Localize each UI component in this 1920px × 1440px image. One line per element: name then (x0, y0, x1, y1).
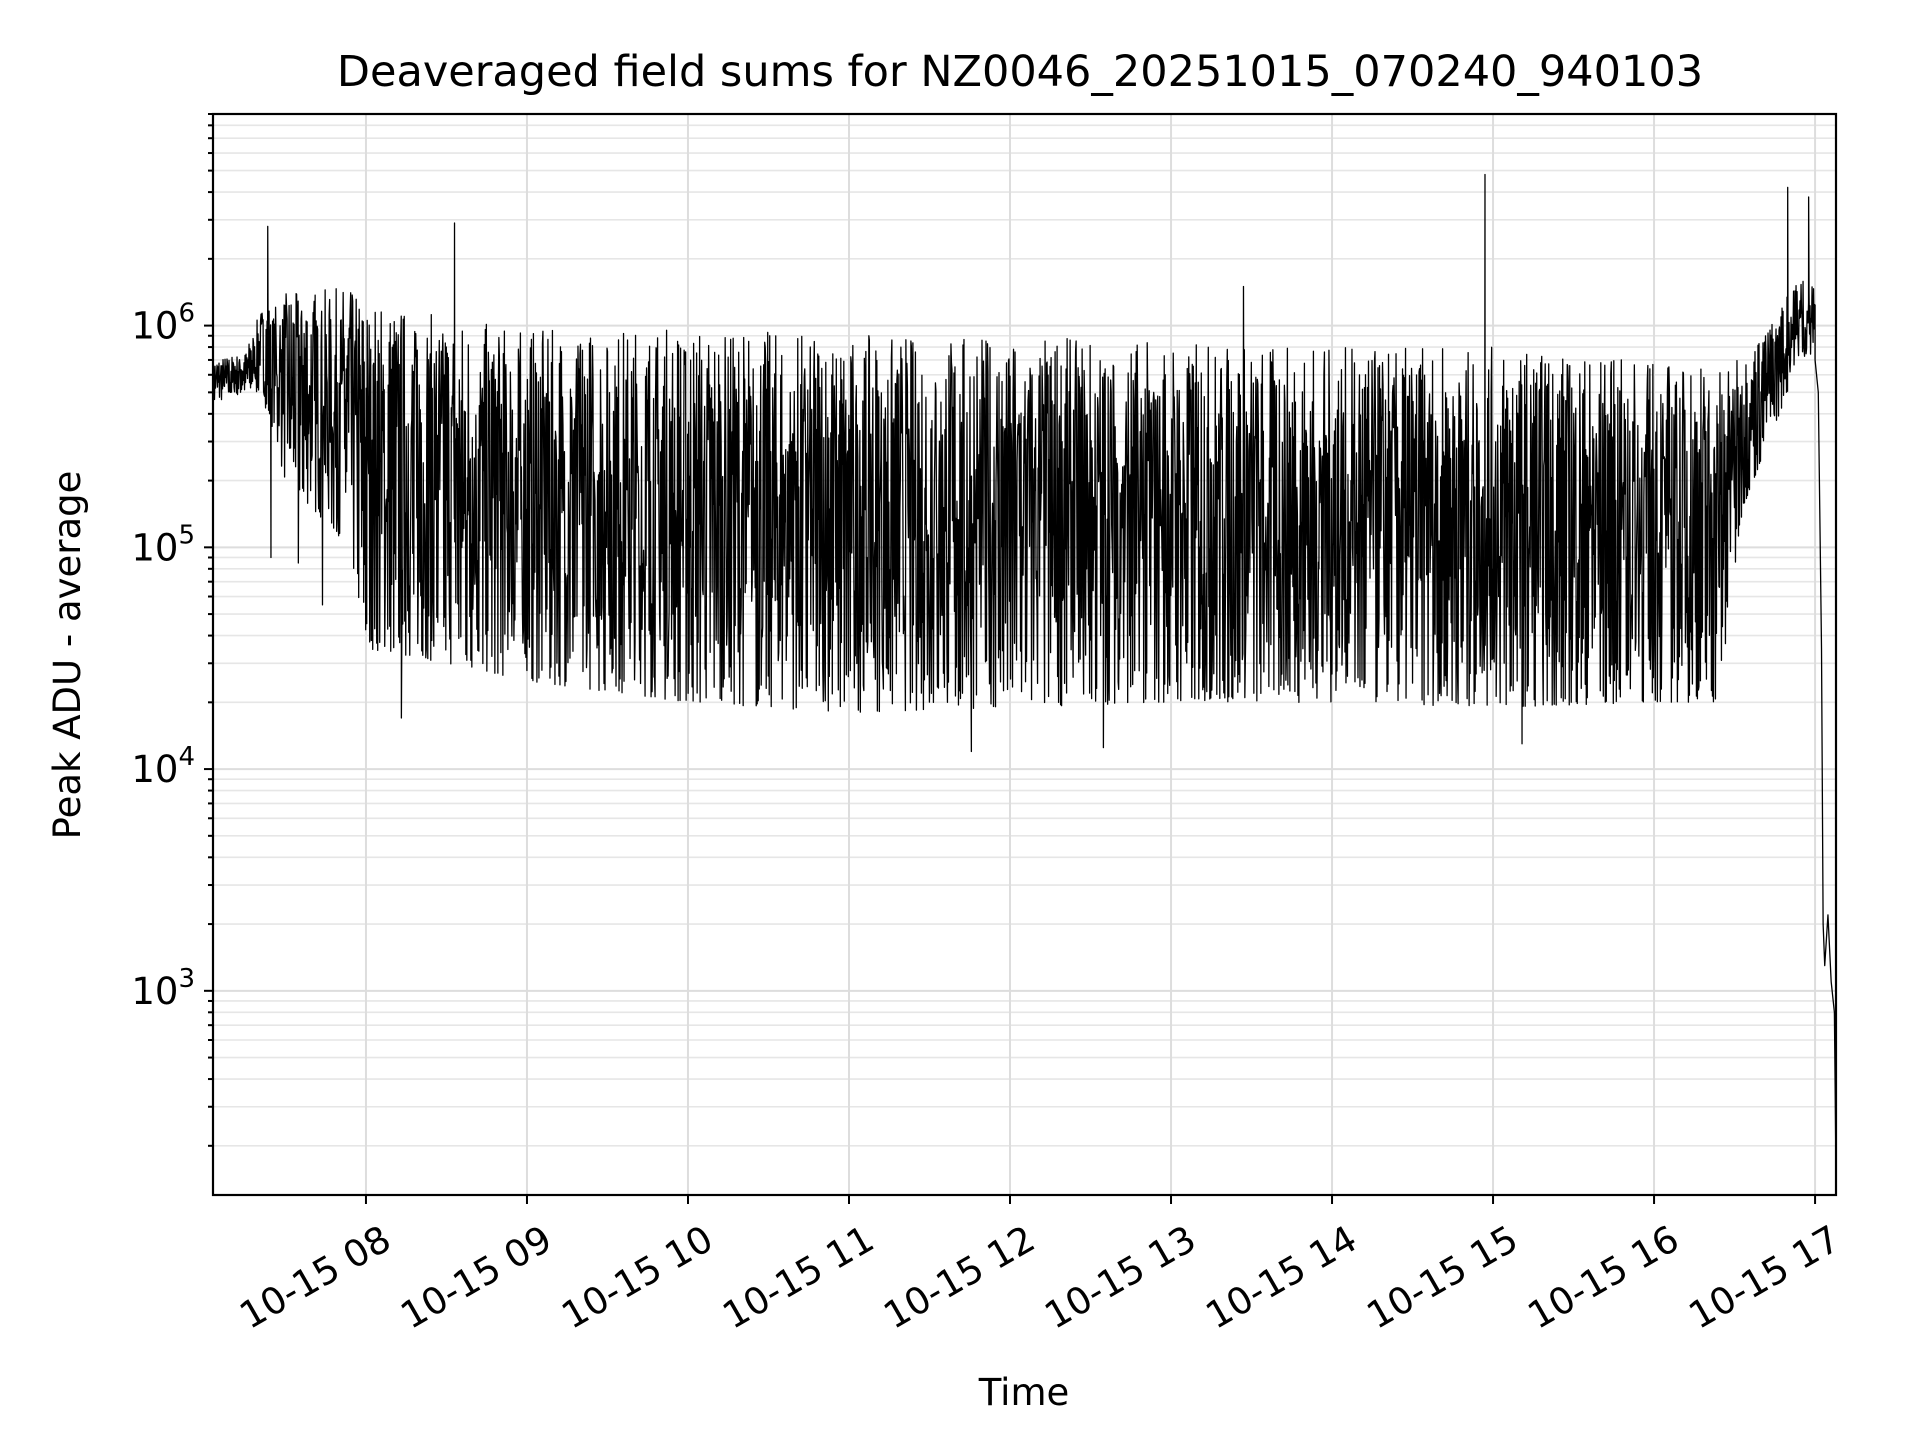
series-layer (212, 173, 1837, 1174)
y-tick-label: 106 (131, 299, 195, 348)
y-axis-label: Peak ADU - average (46, 471, 89, 840)
series-line (212, 173, 1837, 1174)
y-tick-label: 105 (131, 520, 195, 569)
chart-title: Deaveraged field sums for NZ0046_2025101… (337, 47, 1703, 97)
plot-frame (211, 112, 1838, 1197)
y-axis: 103 104 105 106 (131, 113, 213, 1147)
y-tick-label: 104 (131, 742, 195, 791)
x-axis-label: Time (978, 1371, 1070, 1414)
y-tick-label: 103 (131, 964, 195, 1013)
